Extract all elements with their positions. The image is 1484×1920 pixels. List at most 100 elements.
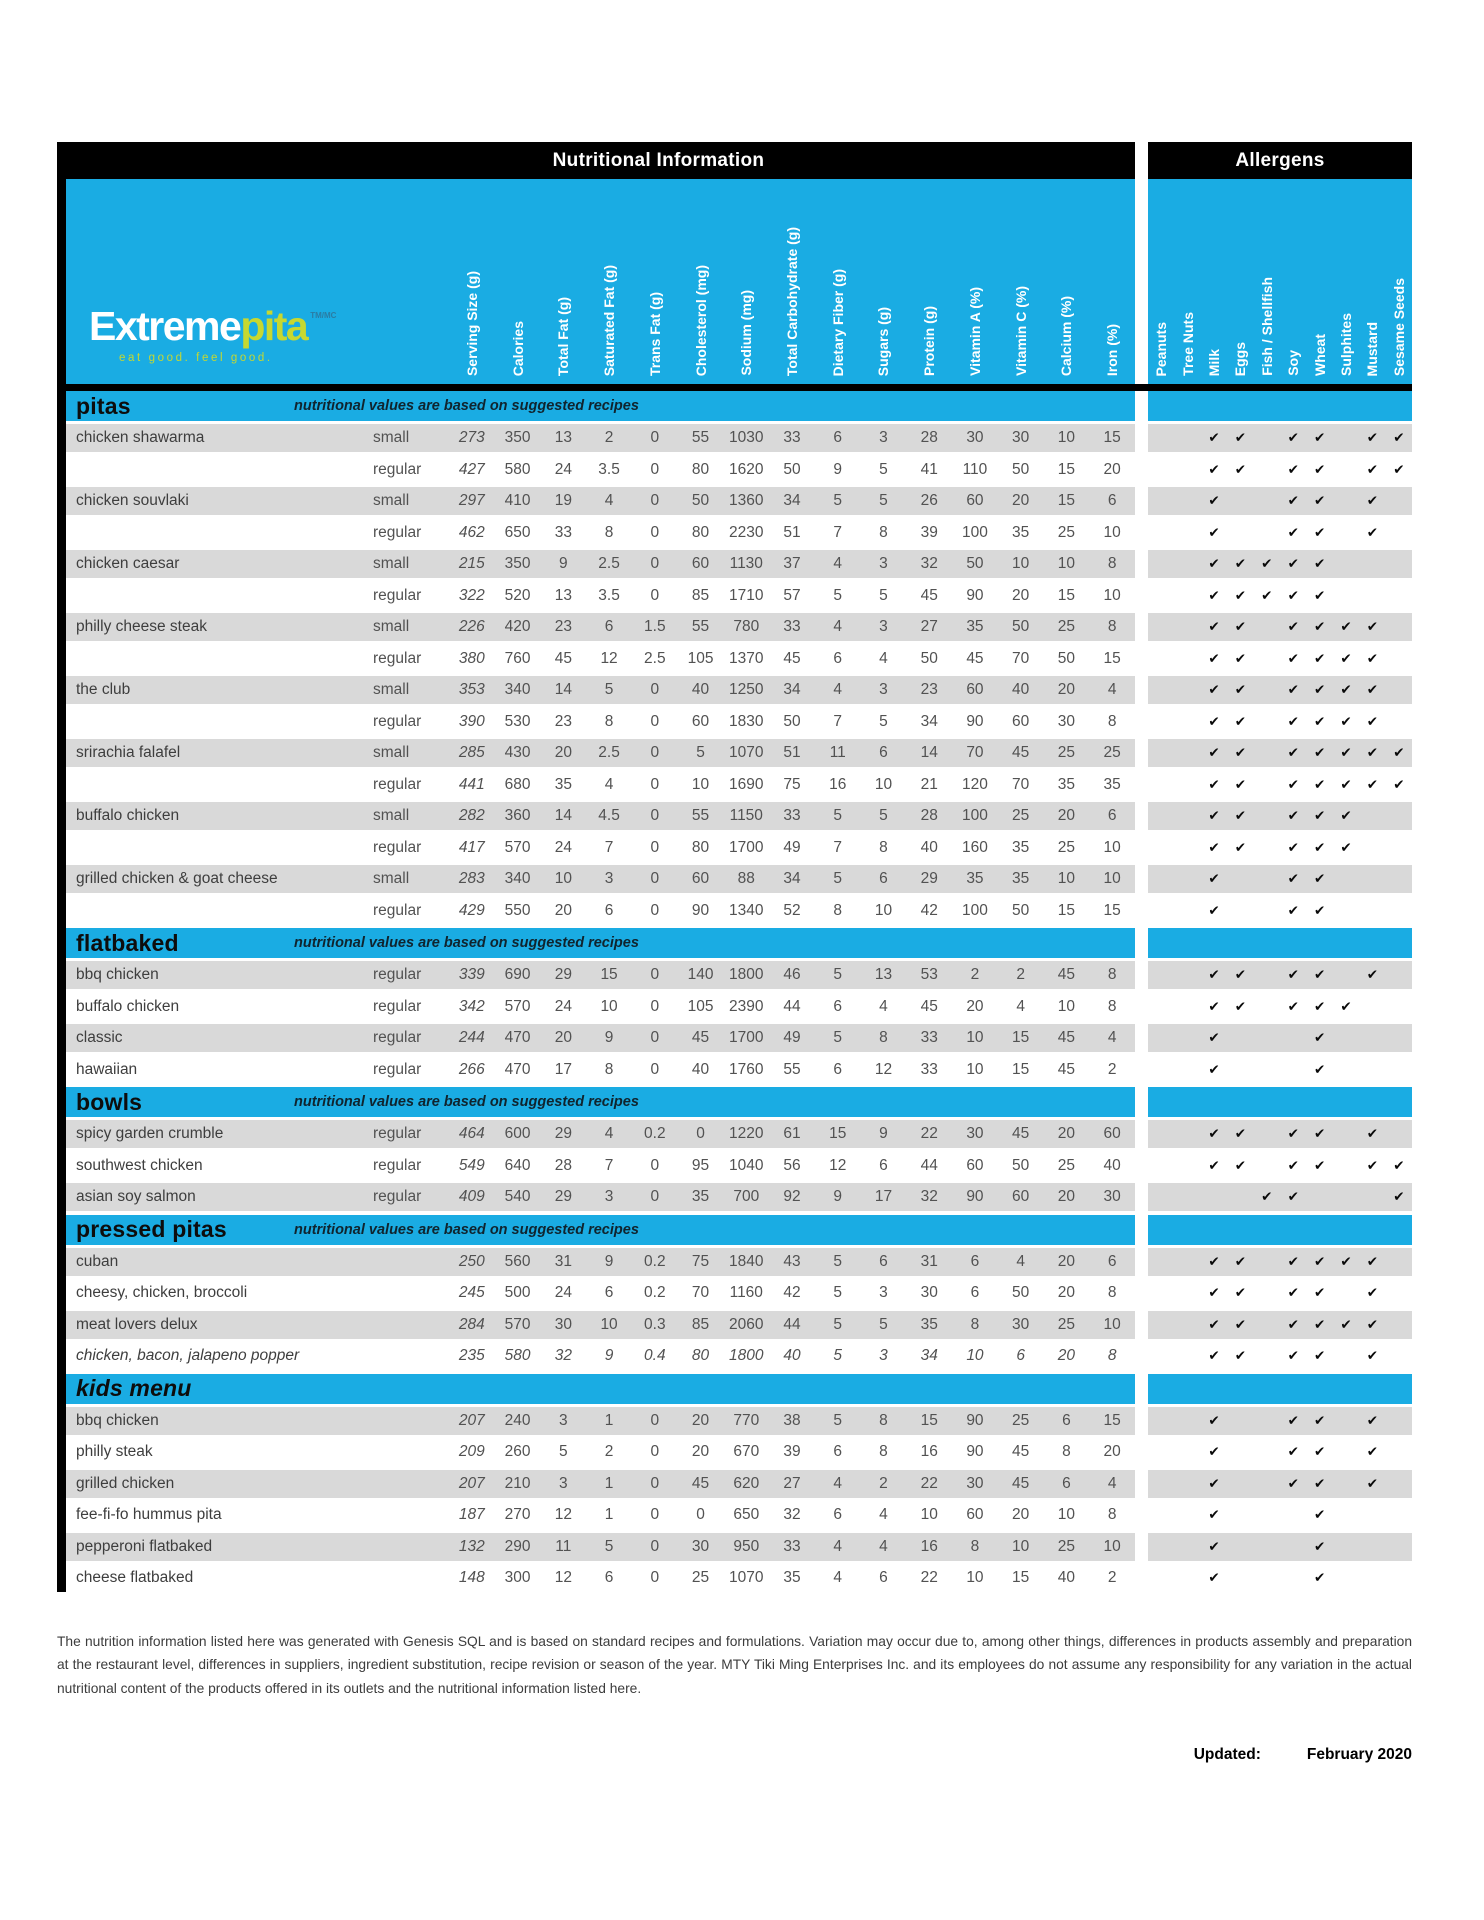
nutrition-value: 44 bbox=[783, 1315, 801, 1333]
item-name: chicken souvlaki bbox=[76, 492, 189, 509]
table-row: srirachia falafel small 285 430 20 2.5 0 5 107… bbox=[57, 739, 1412, 767]
nutrition-value: 50 bbox=[783, 712, 801, 730]
nutrition-value: 215 bbox=[458, 555, 485, 572]
nutrition-sheet: Nutritional Information Allergens Extrem… bbox=[57, 142, 1412, 1763]
allergen-column-header: Sulphites bbox=[1333, 179, 1359, 384]
check-icon: ✔ bbox=[1366, 461, 1379, 477]
check-icon: ✔ bbox=[1234, 430, 1247, 446]
nutrition-value: 4 bbox=[833, 681, 843, 698]
nutrition-value: 8 bbox=[879, 1411, 888, 1429]
nutrition-value: 5 bbox=[833, 1347, 843, 1364]
nutrition-value: 25 bbox=[1057, 744, 1076, 761]
panel-gap bbox=[1135, 1215, 1148, 1245]
nutrition-value: 4 bbox=[833, 555, 843, 572]
nutrition-value: 7 bbox=[604, 1156, 614, 1174]
allergen-column-header: Peanuts bbox=[1148, 179, 1174, 384]
item-size: regular bbox=[373, 901, 422, 919]
nutrition-value: 60 bbox=[1012, 712, 1030, 730]
nutrition-value: 3 bbox=[604, 870, 614, 887]
nutrition-value: 5 bbox=[559, 1443, 568, 1460]
check-icon: ✔ bbox=[1234, 1285, 1247, 1301]
check-icon: ✔ bbox=[1340, 682, 1352, 698]
nutrition-value: 14 bbox=[554, 681, 572, 698]
column-header-band: Extremepita TM/MC eat good. feel good. Se… bbox=[57, 179, 1412, 384]
nutrition-value: 40 bbox=[920, 838, 938, 856]
check-icon: ✔ bbox=[1287, 650, 1299, 666]
nutrition-value: 5 bbox=[879, 586, 888, 604]
allergens-title: Allergens bbox=[1235, 149, 1325, 171]
nutrition-value: 282 bbox=[458, 807, 485, 824]
allergen-values: ✔ ✔ ✔ ✔ ✔ ✔ bbox=[1148, 1310, 1412, 1339]
nutrition-value: 11 bbox=[829, 744, 846, 761]
nutrition-value: 4 bbox=[879, 997, 888, 1015]
nutrition-value: 55 bbox=[691, 807, 710, 824]
nutrition-value: 680 bbox=[504, 775, 531, 793]
nutrition-value: 10 bbox=[1103, 870, 1121, 887]
nutrition-value: 1130 bbox=[729, 555, 763, 572]
nutrition-value: 45 bbox=[1012, 744, 1030, 761]
nutrition-value: 37 bbox=[783, 555, 801, 572]
nutrition-values: 429 550 20 6 0 90 1340 52 8 10 42 100 50 15 15 bbox=[449, 902, 1135, 920]
nutrition-value: 45 bbox=[1057, 1029, 1076, 1046]
allergen-column-header: Sesame Seeds bbox=[1386, 179, 1412, 384]
nutrition-value: 15 bbox=[1012, 1060, 1030, 1078]
panel-gap bbox=[1135, 771, 1148, 799]
allergen-values: ✔ ✔ ✔ bbox=[1148, 896, 1412, 925]
check-icon: ✔ bbox=[1208, 871, 1220, 887]
nutrition-value: 10 bbox=[966, 1347, 984, 1364]
allergen-values: ✔ ✔ ✔ ✔ ✔ bbox=[1148, 802, 1412, 830]
allergen-values: ✔ ✔ ✔ ✔ ✔ bbox=[1148, 961, 1412, 989]
nutrition-value: 0 bbox=[650, 807, 660, 824]
nutrition-values: 353 340 14 5 0 40 1250 34 4 3 23 60 40 20 4 bbox=[449, 681, 1135, 699]
nutrition-values: 266 470 17 8 0 40 1760 55 6 12 33 10 15 45 2 bbox=[449, 1061, 1135, 1079]
check-icon: ✔ bbox=[1340, 1316, 1352, 1332]
nutrition-value: 2.5 bbox=[598, 744, 620, 761]
check-icon: ✔ bbox=[1287, 1126, 1299, 1142]
nutrition-value: 80 bbox=[691, 523, 710, 541]
nutrition-value: 5 bbox=[604, 1537, 614, 1555]
nutrition-value: 5 bbox=[833, 492, 843, 509]
nutrition-values: 187 270 12 1 0 0 650 32 6 4 10 60 20 10 8 bbox=[449, 1506, 1135, 1524]
nutrition-info-title: Nutritional Information bbox=[552, 149, 765, 171]
nutrition-value: 20 bbox=[1057, 1188, 1076, 1205]
nutrition-value: 5 bbox=[696, 744, 705, 761]
nutrition-value: 42 bbox=[920, 901, 938, 919]
allergen-values: ✔ ✔ ✔ ✔ ✔ bbox=[1148, 581, 1412, 610]
nutrition-value: 429 bbox=[458, 901, 485, 919]
allergen-values: ✔ ✔ ✔ ✔ ✔ bbox=[1148, 833, 1412, 862]
nutrition-column-headers: Serving Size (g) Calories Total Fat (g) Sat… bbox=[449, 179, 1135, 384]
nutrition-value: 35 bbox=[966, 870, 984, 887]
nutrition-column-header: Iron (%) bbox=[1089, 179, 1135, 384]
nutrition-value: 8 bbox=[604, 523, 614, 541]
nutrition-value: 6 bbox=[1107, 807, 1117, 824]
nutrition-values: 427 580 24 3.5 0 80 1620 50 9 5 41 110 50 15 20 bbox=[449, 461, 1135, 479]
table-row: chicken souvlaki small 297 410 19 4 0 50 1360 3… bbox=[57, 487, 1412, 515]
nutrition-value: 6 bbox=[604, 618, 614, 635]
nutrition-value: 35 bbox=[783, 1569, 801, 1586]
item-name: cheesy, chicken, broccoli bbox=[76, 1284, 248, 1301]
nutrition-value: 7 bbox=[833, 523, 843, 541]
check-icon: ✔ bbox=[1208, 493, 1220, 509]
brand-name-white: Extreme bbox=[89, 303, 242, 349]
allergen-values: ✔ ✔ bbox=[1148, 1501, 1412, 1529]
nutrition-value: 80 bbox=[691, 1347, 710, 1364]
check-icon: ✔ bbox=[1208, 1316, 1220, 1332]
section-header-main: flatbaked nutritional values are based o… bbox=[57, 928, 1135, 958]
nutrition-value: 8 bbox=[879, 523, 888, 541]
nutrition-value: 290 bbox=[504, 1537, 531, 1555]
nutrition-value: 0 bbox=[650, 1029, 660, 1046]
allergen-column-header: Fish / Shellfish bbox=[1254, 179, 1280, 384]
nutrition-value: 75 bbox=[783, 775, 801, 793]
panel-gap bbox=[1135, 179, 1148, 384]
check-icon: ✔ bbox=[1366, 1444, 1379, 1460]
nutrition-value: 2 bbox=[604, 1443, 614, 1460]
nutrition-value: 15 bbox=[1057, 492, 1076, 509]
check-icon: ✔ bbox=[1340, 745, 1352, 761]
item-size: regular bbox=[373, 775, 422, 793]
column-header-label: Total Carbohydrate (g) bbox=[784, 226, 800, 376]
nutrition-value: 27 bbox=[783, 1474, 801, 1492]
nutrition-value: 17 bbox=[874, 1188, 893, 1205]
nutrition-value: 60 bbox=[966, 1506, 984, 1523]
table-row: buffalo chicken regular 342 570 24 10 0 105 23… bbox=[57, 992, 1412, 1021]
nutrition-value: 6 bbox=[1062, 1411, 1071, 1429]
